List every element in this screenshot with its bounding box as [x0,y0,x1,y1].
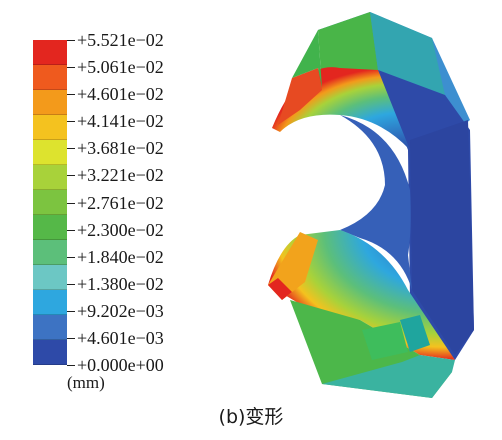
legend-tick [67,94,75,95]
legend-tick [67,67,75,68]
model-hole-surface [340,115,412,290]
legend-swatch [33,215,67,240]
model-bottom-front [322,355,455,398]
legend-tick [67,121,75,122]
legend-tick [67,365,75,366]
model-upper-ear [278,68,322,125]
legend-tick [67,338,75,339]
legend-color-bar [33,40,67,365]
legend-tick [67,40,75,41]
legend-swatch [33,165,67,190]
legend-swatch [33,190,67,215]
legend-swatch [33,40,67,65]
legend-unit: (mm) [67,373,105,392]
legend-swatch [33,290,67,315]
legend-tick-label: +3.681e−02 [77,138,164,158]
legend-tick-label: +4.601e−02 [77,84,164,104]
legend-tick-label: +4.601e−03 [77,328,164,348]
legend-tick-label: +9.202e−03 [77,301,164,321]
legend-swatch [33,265,67,290]
legend-tick-label: +4.141e−02 [77,111,164,131]
legend-tick [67,257,75,258]
model-upper-ear-side [292,30,322,88]
figure-caption: (b)变形 [218,406,284,428]
legend-tick-label: +5.061e−02 [77,57,164,77]
legend-swatch [33,90,67,115]
legend-tick-label: +2.300e−02 [77,220,164,240]
legend-swatch [33,115,67,140]
model-bottom-notch [400,315,430,352]
model-right-body-shade [410,120,474,355]
legend-tick [67,311,75,312]
legend-tick-label: +0.000e+00 [77,355,164,375]
legend-swatch [33,65,67,90]
legend-swatch [33,340,67,365]
legend-swatch [33,315,67,340]
legend-tick-label: +2.761e−02 [77,193,164,213]
legend-swatch [33,140,67,165]
legend-tick [67,284,75,285]
legend-tick-label: +1.380e−02 [77,274,164,294]
legend-tick [67,175,75,176]
model-bottom-slot [362,322,408,360]
legend-tick [67,203,75,204]
legend-tick [67,230,75,231]
model-top-band [370,12,445,95]
model-lower-ear-tip [268,278,292,300]
legend-tick-label: +1.840e−02 [77,247,164,267]
legend-swatch [33,240,67,265]
legend-tick-label: +5.521e−02 [77,30,164,50]
legend-tick-label: +3.221e−02 [77,165,164,185]
legend-tick [67,148,75,149]
